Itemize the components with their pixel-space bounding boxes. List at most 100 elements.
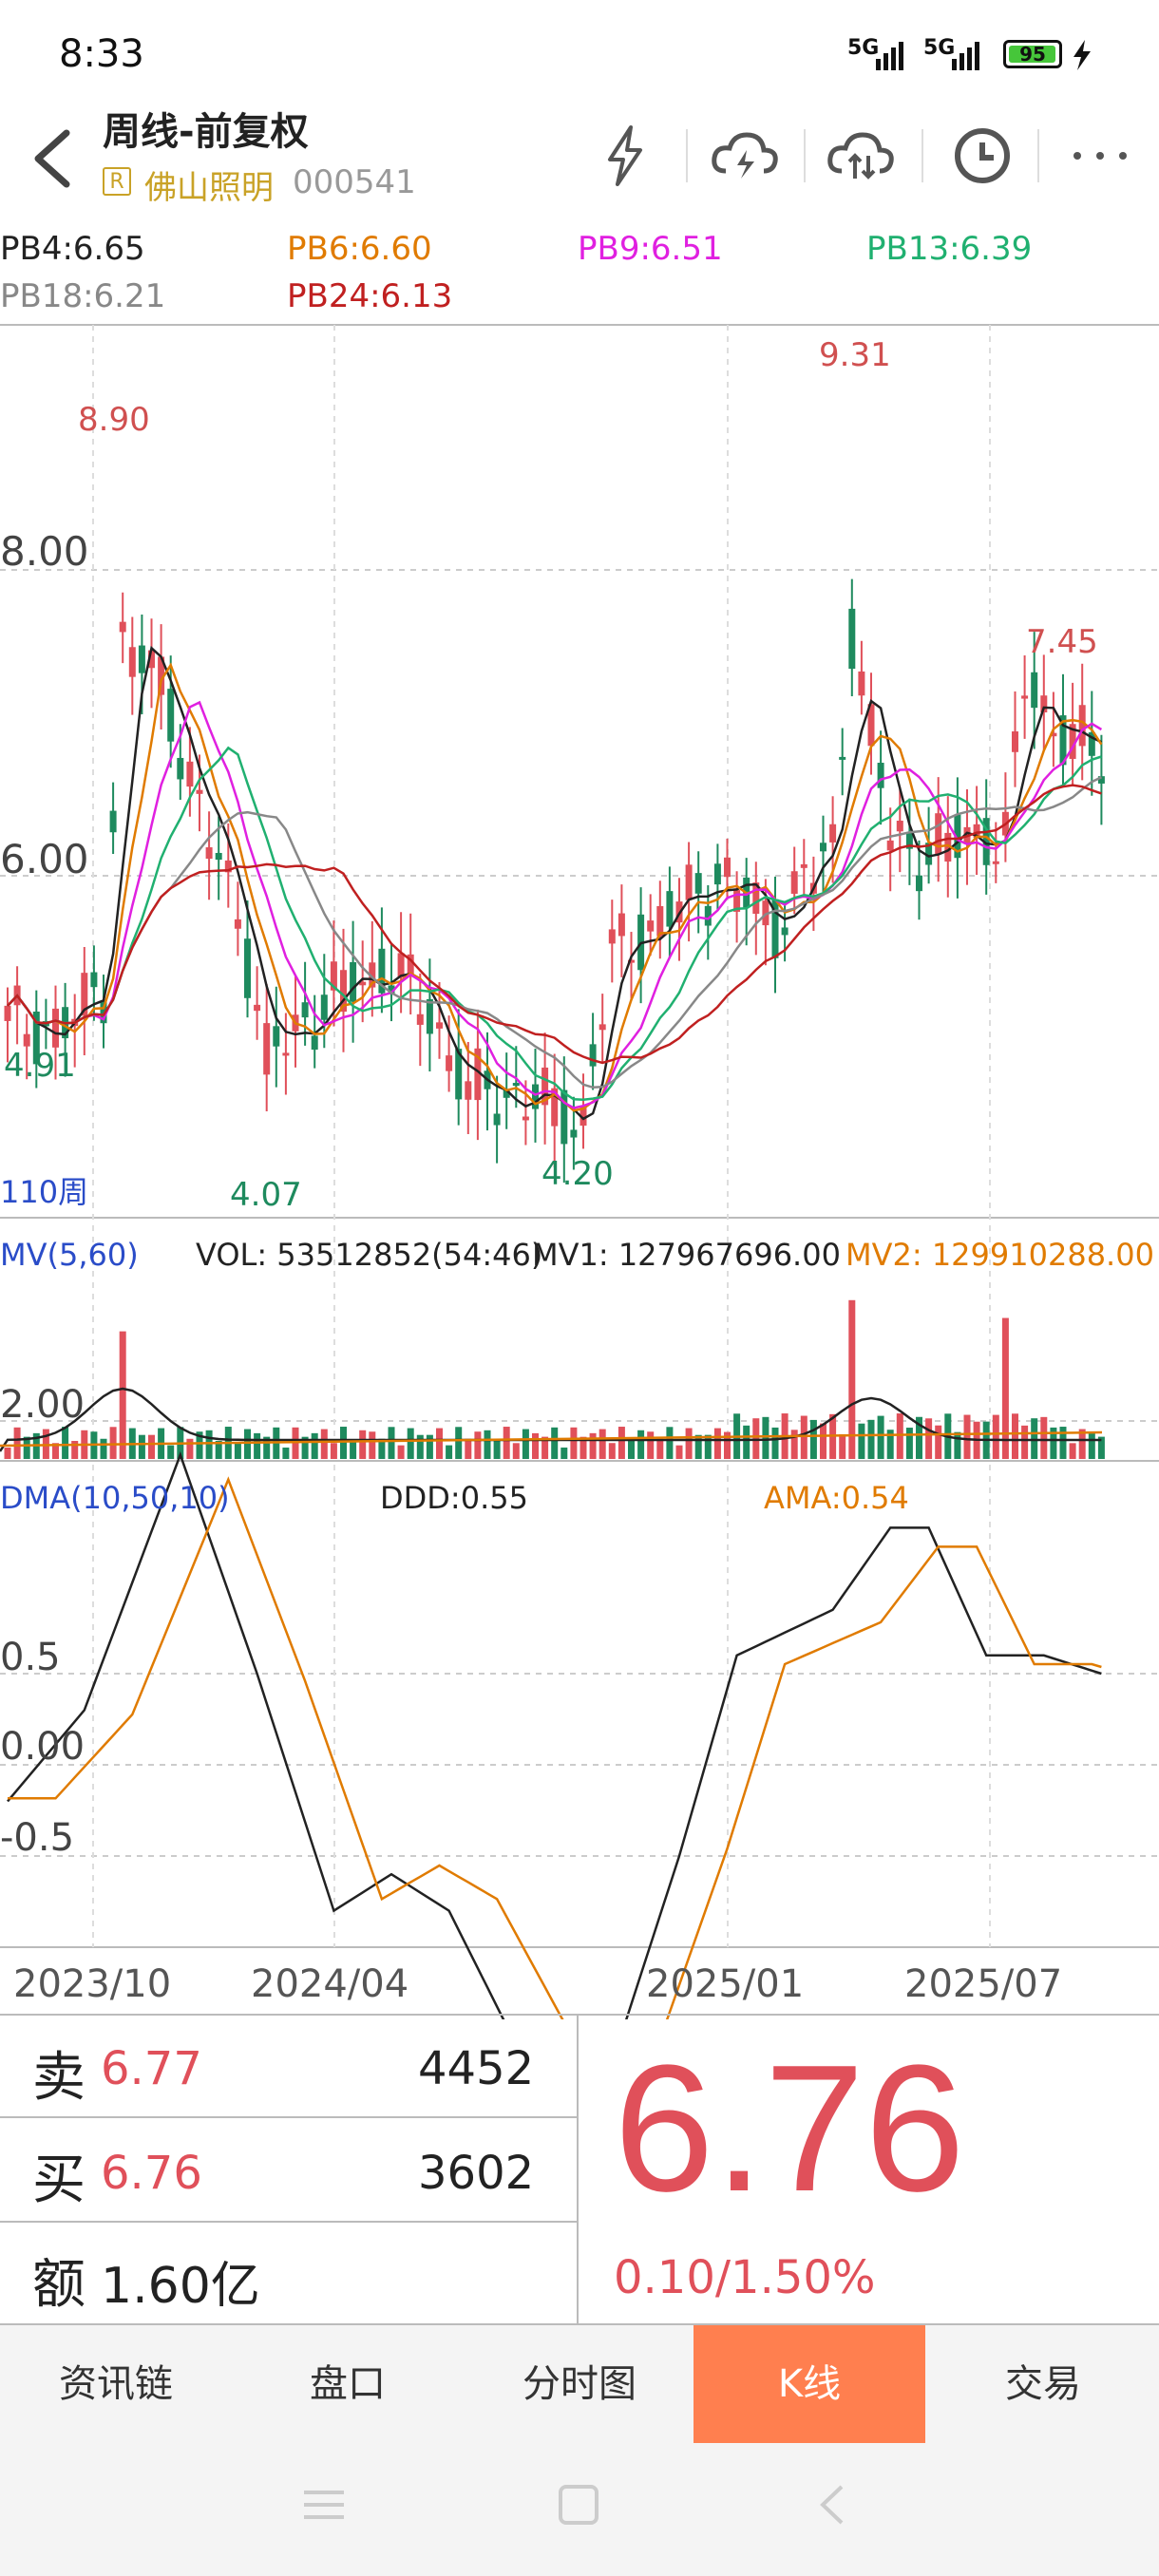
volume-bar (503, 1427, 510, 1459)
ma-lines (7, 645, 1103, 1121)
flash-icon[interactable] (587, 118, 663, 194)
volume-bar (713, 1428, 721, 1459)
ma-line (7, 784, 1102, 1065)
volume-bar (416, 1434, 424, 1459)
kline-chart[interactable] (0, 215, 1159, 2019)
sell-label: 卖 (32, 2047, 86, 2109)
back-icon[interactable] (25, 125, 82, 192)
volume-bar (311, 1432, 318, 1459)
candle-body (196, 789, 203, 794)
volume-bar (867, 1419, 875, 1459)
volume-bar (512, 1443, 520, 1459)
ama-line (8, 1476, 1102, 2019)
volume-bar (848, 1299, 856, 1459)
volume-value: VOL: 53512852(54:46) (196, 1237, 543, 1273)
sell-qty: 4452 (418, 2042, 535, 2095)
cloud-lightning-icon[interactable] (707, 118, 783, 194)
sell-price[interactable]: 6.77 (101, 2042, 202, 2095)
more-icon[interactable] (1062, 118, 1138, 194)
buy-price[interactable]: 6.76 (101, 2147, 202, 2200)
candle-body (628, 959, 635, 963)
volume-bar (23, 1436, 30, 1459)
volume-bar (109, 1427, 117, 1459)
y-tick-6: 6.00 (0, 836, 89, 882)
x-tick-2025-07: 2025/07 (904, 1962, 1063, 2006)
volume-bar (71, 1440, 79, 1459)
candle-body (752, 882, 760, 915)
tab-intraday[interactable]: 分时图 (522, 2362, 636, 2406)
candle-body (1012, 731, 1018, 752)
volume-bar (4, 1448, 11, 1459)
candle-body (724, 857, 731, 878)
status-bar: 8:33 5G 5G 95 (0, 0, 1159, 104)
volume-bar (992, 1414, 999, 1459)
volume-bar (637, 1430, 645, 1459)
candle-body (608, 929, 616, 944)
signal-label-1: 5G (847, 36, 880, 60)
candle-body (704, 905, 712, 926)
candle-body (465, 1081, 472, 1100)
candle-body (954, 814, 961, 859)
candle-body (474, 1048, 482, 1101)
ma-pb9: PB9:6.51 (578, 230, 723, 268)
divider (0, 2221, 578, 2223)
tab-kline[interactable]: K线 (694, 2325, 925, 2443)
divider (0, 2116, 578, 2118)
candle-body (944, 832, 952, 862)
ma-pb24: PB24:6.13 (287, 277, 453, 315)
candle-body (90, 972, 98, 988)
volume-bar (1040, 1416, 1048, 1459)
candle-body (234, 919, 241, 929)
dma-y-tick-05: 0.5 (0, 1636, 61, 1679)
x-tick-2024-04: 2024/04 (251, 1962, 409, 2006)
tab-news-chain[interactable]: 资讯链 (59, 2362, 173, 2406)
volume-bar (340, 1427, 347, 1459)
stock-name[interactable]: 佛山照明 (144, 169, 274, 207)
candle-body (1078, 705, 1086, 747)
clock-icon[interactable] (944, 118, 1020, 194)
volume-bar (839, 1433, 846, 1459)
candle-body (570, 1129, 578, 1138)
volume-bar (167, 1445, 175, 1459)
candle-body (426, 998, 433, 1034)
candle-body (532, 1084, 539, 1109)
candle-body (935, 813, 942, 854)
volume-mv2: MV2: 129910288.00 (846, 1237, 1154, 1273)
stock-code: 000541 (293, 163, 416, 201)
volume-bar (522, 1429, 529, 1459)
candle-body (1059, 715, 1067, 766)
candle-body (493, 1113, 501, 1126)
candle-body (340, 970, 347, 1013)
candle-body (829, 824, 837, 843)
candle-body (119, 621, 126, 633)
signal-bars-icon (876, 42, 903, 70)
volume-bar (263, 1436, 271, 1459)
volume-bar (1031, 1418, 1038, 1459)
candle-body (820, 843, 826, 852)
candle-body (167, 689, 175, 742)
candle-body (916, 875, 922, 892)
volume-bar (397, 1445, 405, 1459)
candle-body (503, 1089, 510, 1098)
candle-body (982, 818, 990, 865)
quote-panel: 卖 6.77 4452 买 6.76 3602 额 1.60亿 6.76 0.1… (0, 2014, 1159, 2325)
volume-bar (858, 1423, 865, 1459)
candle-body (647, 920, 655, 932)
volume-bar (62, 1427, 69, 1459)
back-nav-icon[interactable] (809, 2481, 857, 2529)
candle-body (512, 1083, 520, 1087)
candle-body (1097, 776, 1105, 784)
dma-line (7, 1450, 1102, 2019)
candle-body (839, 756, 846, 760)
volume-bar (752, 1418, 760, 1459)
candle-body (925, 843, 933, 865)
tab-trade[interactable]: 交易 (1005, 2362, 1081, 2406)
candle-body (618, 913, 625, 937)
tab-order-book[interactable]: 盘口 (310, 2362, 386, 2406)
home-icon[interactable] (555, 2481, 602, 2529)
volume-bar (608, 1443, 616, 1459)
cloud-sync-icon[interactable] (823, 118, 899, 194)
menu-icon[interactable] (300, 2481, 348, 2529)
candle-body (244, 938, 251, 998)
volume-bar (877, 1415, 884, 1459)
